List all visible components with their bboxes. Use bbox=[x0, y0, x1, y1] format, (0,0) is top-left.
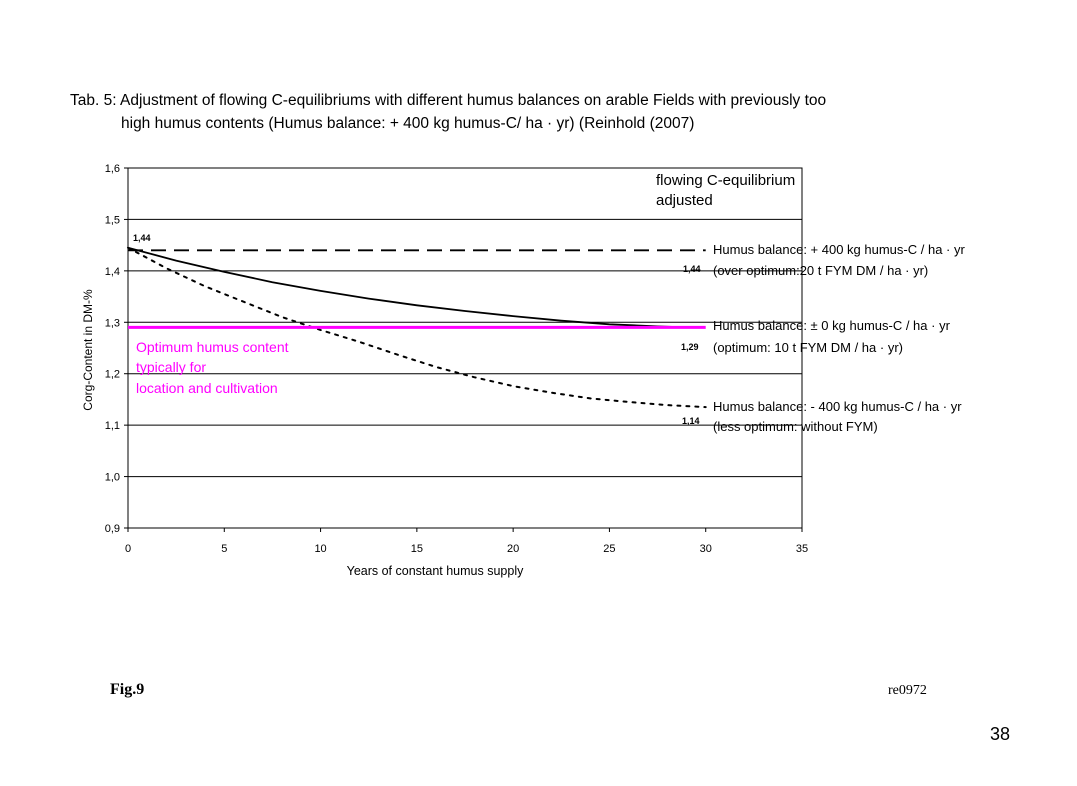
y-tick-label: 1,4 bbox=[105, 266, 120, 278]
annotation-adjusted-line1: flowing C-equilibrium bbox=[656, 172, 795, 189]
data-label: 1,44 bbox=[133, 233, 151, 243]
series-line-1 bbox=[127, 246, 687, 329]
y-tick-label: 0,9 bbox=[105, 523, 120, 535]
annotation-adjusted-line2: adjusted bbox=[656, 192, 713, 209]
data-label: 1,44 bbox=[683, 264, 701, 274]
figure-code: re0972 bbox=[888, 683, 927, 698]
y-tick-label: 1,2 bbox=[105, 369, 120, 381]
x-tick-label: 0 bbox=[125, 543, 131, 555]
title-main: high humus contents (Humus balance: + 40… bbox=[121, 115, 575, 132]
y-tick-label: 1,5 bbox=[105, 214, 120, 226]
x-tick-label: 20 bbox=[507, 543, 519, 555]
annotation-optimum-line3: location and cultivation bbox=[136, 380, 278, 396]
data-label: 1,29 bbox=[681, 342, 699, 352]
y-axis-title: Corg-Content in DM-% bbox=[81, 289, 95, 411]
figure-label: Fig.9 bbox=[110, 681, 145, 698]
slide-title-line2: high humus contents (Humus balance: + 40… bbox=[121, 115, 694, 133]
y-tick-label: 1,0 bbox=[105, 472, 120, 484]
annotation-zero-line1: Humus balance: ± 0 kg humus-C / ha · yr bbox=[713, 318, 951, 333]
annotation-plus400-line2: (over optimum:20 t FYM DM / ha · yr) bbox=[713, 263, 928, 278]
annotation-optimum-line1: Optimum humus content bbox=[136, 339, 289, 355]
x-tick-label: 30 bbox=[700, 543, 712, 555]
x-tick-label: 5 bbox=[221, 543, 227, 555]
annotation-zero-line2: (optimum: 10 t FYM DM / ha · yr) bbox=[713, 340, 903, 355]
annotation-optimum-line2: typically for bbox=[136, 359, 206, 375]
plot-area bbox=[127, 167, 803, 529]
annotation-minus400-line1: Humus balance: - 400 kg humus-C / ha · y… bbox=[713, 399, 962, 414]
y-tick-label: 1,3 bbox=[105, 317, 120, 329]
series-line-2 bbox=[127, 246, 707, 409]
y-tick-label: 1,6 bbox=[105, 163, 120, 175]
x-tick-label: 10 bbox=[314, 543, 326, 555]
data-label: 1,14 bbox=[682, 416, 700, 426]
x-axis-title: Years of constant humus supply bbox=[347, 564, 524, 578]
title-source: (Reinhold (2007) bbox=[574, 115, 695, 132]
annotation-minus400-line2: (less optimum: without FYM) bbox=[713, 419, 878, 434]
y-tick-label: 1,1 bbox=[105, 420, 120, 432]
x-tick-label: 15 bbox=[411, 543, 423, 555]
slide-title-line1: Tab. 5: Adjustment of flowing C-equilibr… bbox=[70, 92, 827, 109]
x-tick-label: 35 bbox=[796, 543, 808, 555]
annotation-plus400-line1: Humus balance: + 400 kg humus-C / ha · y… bbox=[713, 242, 965, 257]
x-tick-label: 25 bbox=[603, 543, 615, 555]
page-number: 38 bbox=[990, 724, 1011, 744]
